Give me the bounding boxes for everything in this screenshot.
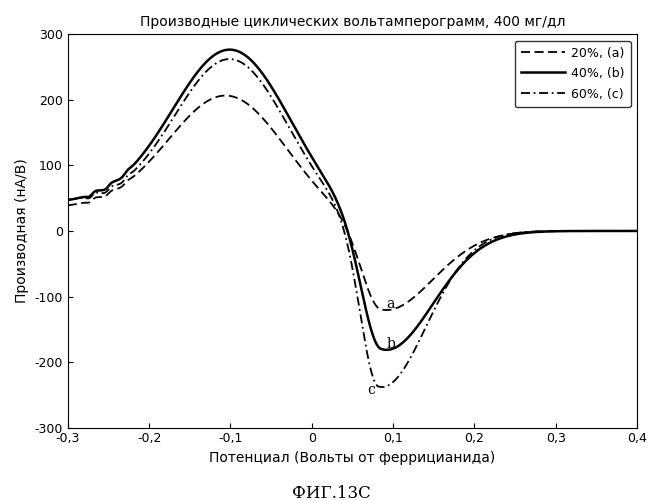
20%, (a) [383, 307, 391, 313]
20%, (a) [282, 145, 290, 151]
60%, (c) [622, 228, 630, 234]
20%, (a) [307, 176, 315, 182]
40%, (b) [226, 46, 234, 52]
Text: a: a [387, 298, 395, 312]
20%, (a) [221, 92, 229, 98]
40%, (b) [383, 347, 391, 353]
60%, (c) [128, 169, 136, 175]
Text: c: c [367, 383, 375, 397]
60%, (c) [307, 162, 315, 168]
40%, (b) [282, 110, 290, 116]
40%, (b) [307, 152, 315, 158]
40%, (b) [622, 228, 630, 234]
60%, (c) [64, 196, 71, 202]
60%, (c) [561, 228, 569, 234]
40%, (b) [163, 116, 171, 122]
60%, (c) [378, 384, 386, 390]
20%, (a) [633, 228, 641, 234]
20%, (a) [561, 228, 569, 234]
20%, (a) [163, 139, 171, 145]
60%, (c) [226, 56, 234, 62]
Legend: 20%, (a), 40%, (b), 60%, (c): 20%, (a), 40%, (b), 60%, (c) [515, 40, 631, 107]
60%, (c) [282, 120, 290, 126]
Title: Производные циклических вольтамперограмм, 400 мг/дл: Производные циклических вольтамперограмм… [140, 15, 565, 29]
60%, (c) [633, 228, 641, 234]
Text: b: b [387, 336, 395, 350]
Line: 20%, (a): 20%, (a) [68, 96, 637, 310]
60%, (c) [163, 126, 171, 132]
40%, (b) [633, 228, 641, 234]
Line: 60%, (c): 60%, (c) [68, 59, 637, 387]
20%, (a) [622, 228, 630, 234]
20%, (a) [128, 174, 136, 180]
X-axis label: Потенциал (Вольты от феррицианида): Потенциал (Вольты от феррицианида) [209, 451, 496, 465]
40%, (b) [128, 162, 136, 168]
40%, (b) [561, 228, 569, 234]
Line: 40%, (b): 40%, (b) [68, 50, 637, 350]
Text: ФИГ.13С: ФИГ.13С [292, 484, 370, 500]
20%, (a) [64, 202, 71, 208]
40%, (b) [64, 197, 71, 203]
Y-axis label: Производная (нА/В): Производная (нА/В) [15, 158, 29, 304]
